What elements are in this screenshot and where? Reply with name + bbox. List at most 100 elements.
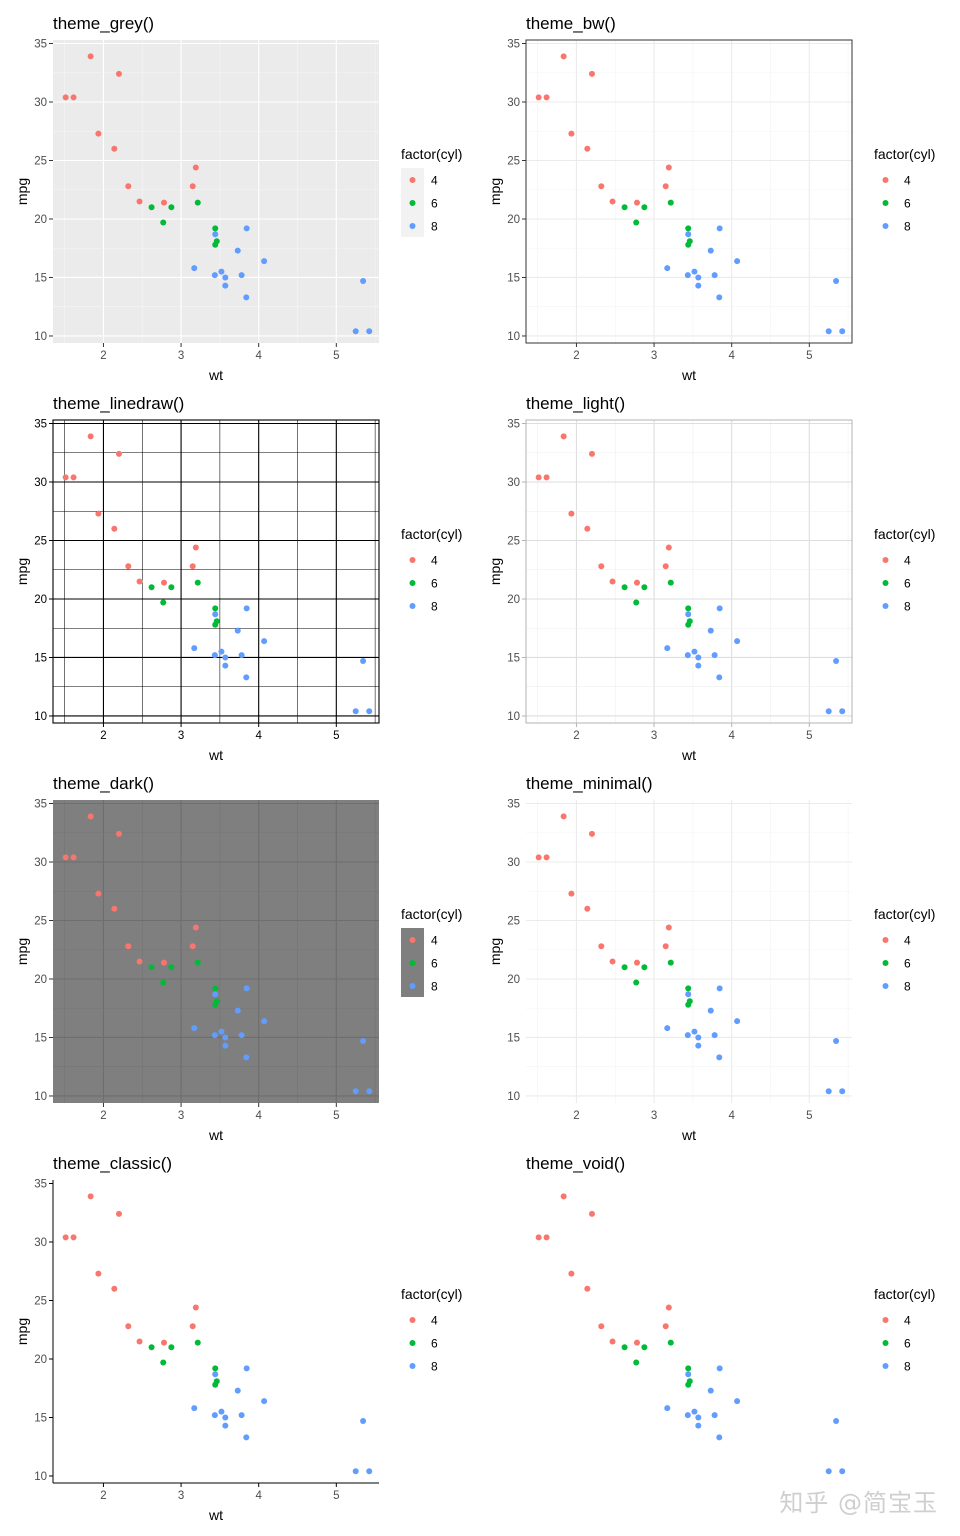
legend-label: 6 [431,957,438,971]
data-point-cyl-6 [212,1365,219,1372]
legend-label: 8 [431,1360,438,1374]
legend-label: 6 [904,577,911,591]
data-point-cyl-4 [535,1234,542,1241]
data-point-cyl-8 [833,1417,840,1424]
legend-label: 8 [904,1360,911,1374]
data-point-cyl-4 [115,830,122,837]
chart-title: theme_grey() [53,14,154,33]
data-point-cyl-8 [352,1088,359,1095]
data-point-cyl-8 [212,611,219,618]
data-point-cyl-4 [136,1338,143,1345]
data-point-cyl-8 [664,1405,671,1412]
data-point-cyl-6 [213,998,220,1005]
data-point-cyl-6 [633,1359,640,1366]
data-point-cyl-8 [261,638,268,645]
y-tick-label: 20 [34,1354,47,1366]
x-axis-label: wt [681,747,696,763]
legend-key-cyl-6 [882,580,889,586]
panel-border [52,419,380,724]
data-point-cyl-6 [633,599,640,606]
x-tick-label: 3 [651,730,657,742]
data-point-cyl-8 [191,1025,198,1032]
data-point-cyl-8 [222,282,229,289]
data-point-cyl-4 [535,474,542,481]
data-point-cyl-8 [695,1414,702,1421]
legend-label: 4 [431,1314,438,1328]
data-points [535,1193,846,1475]
data-point-cyl-6 [686,998,693,1005]
legend: factor(cyl) 4 6 8 [401,526,462,614]
chart-panel-minimal: theme_minimal() 2 3 4 5 10 15 20 25 30 35 wt mpg fact… [487,774,935,1143]
legend-label: 6 [904,1337,911,1351]
data-point-cyl-6 [641,584,648,591]
y-axis-label: mpg [14,1318,30,1345]
x-axis-label: wt [208,1127,223,1143]
legend-key-cyl-8 [882,1363,889,1369]
x-tick-label: 3 [651,1110,657,1122]
data-point-cyl-8 [360,277,367,284]
y-tick-label: 30 [507,97,520,109]
data-point-cyl-4 [95,890,102,897]
data-point-cyl-4 [136,198,143,205]
data-point-cyl-8 [234,1387,241,1394]
data-point-cyl-4 [189,563,196,570]
x-tick-label: 3 [178,350,184,362]
data-point-cyl-4 [125,563,132,570]
data-point-cyl-6 [212,225,219,232]
data-point-cyl-8 [191,1405,198,1412]
data-point-cyl-6 [160,219,167,226]
legend-label: 4 [431,174,438,188]
legend: factor(cyl) 4 6 8 [401,146,462,237]
x-tick-label: 4 [255,350,262,362]
data-point-cyl-4 [560,433,567,440]
data-point-cyl-8 [243,1054,250,1061]
data-point-cyl-8 [222,1422,229,1429]
y-tick-label: 35 [34,419,47,431]
data-point-cyl-6 [686,618,693,625]
y-tick-label: 15 [34,1032,47,1044]
x-tick-label: 4 [728,1110,735,1122]
legend-title: factor(cyl) [874,906,935,922]
data-point-cyl-8 [218,268,225,275]
watermark: 知乎 @简宝玉 [779,1489,938,1517]
data-point-cyl-4 [543,854,550,861]
data-point-cyl-8 [707,1387,714,1394]
data-point-cyl-4 [189,943,196,950]
y-axis-label: mpg [14,178,30,205]
data-point-cyl-4 [609,198,616,205]
data-point-cyl-4 [192,1304,199,1311]
data-point-cyl-8 [211,272,218,279]
data-point-cyl-4 [588,450,595,457]
data-point-cyl-6 [168,964,175,971]
data-points [535,433,846,715]
data-point-cyl-8 [234,247,241,254]
plot-background [53,40,379,343]
legend-key-cyl-8 [882,603,889,609]
data-point-cyl-8 [695,282,702,289]
legend-title: factor(cyl) [874,1286,935,1302]
data-point-cyl-8 [243,674,250,681]
legend-title: factor(cyl) [401,146,462,162]
legend-key-cyl-6 [882,200,889,206]
data-points [62,433,373,715]
x-tick-label: 4 [728,350,735,362]
data-point-cyl-4 [584,145,591,152]
data-point-cyl-8 [352,1468,359,1475]
data-point-cyl-6 [621,584,628,591]
data-point-cyl-8 [839,708,846,715]
data-point-cyl-8 [825,1468,832,1475]
data-point-cyl-4 [568,130,575,137]
x-tick-label: 2 [100,350,106,362]
y-axis-label: mpg [487,178,503,205]
data-point-cyl-4 [609,958,616,965]
data-point-cyl-6 [633,219,640,226]
y-tick-label: 20 [507,974,520,986]
data-point-cyl-8 [261,1398,268,1405]
y-tick-label: 20 [34,214,47,226]
data-point-cyl-8 [243,225,250,232]
data-point-cyl-8 [685,231,692,238]
legend-key-cyl-4 [882,557,889,563]
chart-title: theme_dark() [53,774,154,793]
data-point-cyl-4 [584,905,591,912]
y-tick-label: 15 [507,652,520,664]
